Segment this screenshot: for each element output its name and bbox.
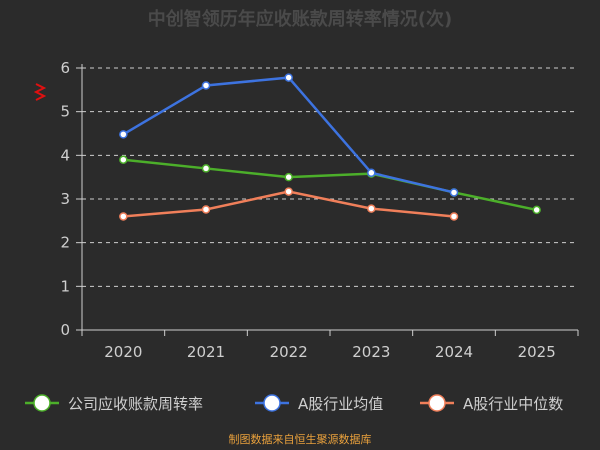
x-tick-label: 2021 [187, 343, 225, 361]
data-point [284, 172, 293, 182]
data-point [201, 81, 211, 90]
legend-label: A股行业均值 [298, 395, 383, 413]
data-point [119, 212, 128, 221]
data-point [449, 188, 459, 197]
y-tick-label: 4 [60, 146, 70, 164]
y-tick-label: 6 [60, 59, 70, 77]
y-tick-label: 3 [60, 190, 70, 208]
x-tick-label: 2025 [518, 343, 556, 361]
data-point [201, 205, 211, 214]
chart-title: 中创智领历年应收账款周转率情况(次) [148, 8, 452, 30]
data-point [367, 204, 376, 213]
data-point [201, 164, 211, 173]
x-tick-label: 2020 [104, 343, 142, 361]
data-point [119, 155, 128, 164]
data-point [367, 168, 376, 178]
data-point [284, 187, 293, 196]
legend-label: 公司应收账款周转率 [68, 395, 203, 413]
data-point [119, 130, 128, 139]
data-point [532, 205, 541, 215]
legend-swatch-marker [428, 394, 446, 412]
legend-swatch-marker [33, 394, 51, 412]
series-lines [119, 73, 541, 221]
axes: 0 1 2 3 4 5 6 2020 2021 2022 2023 2024 2025 [60, 59, 579, 361]
y-tick-label: 1 [60, 277, 70, 295]
y-tick-label: 0 [60, 321, 70, 339]
legend: 公司应收账款周转率 A股行业均值 A股行业中位数 [25, 394, 563, 413]
y-tick-label: 2 [60, 234, 70, 252]
x-tick-label: 2024 [435, 343, 473, 361]
logo-icon [33, 83, 47, 101]
y-tick-label: 5 [60, 103, 70, 121]
legend-swatch-marker [263, 394, 281, 412]
data-point [449, 212, 459, 221]
legend-label: A股行业中位数 [463, 395, 563, 413]
series-line-0 [123, 158, 537, 212]
data-point [284, 73, 293, 82]
grid-lines [82, 67, 578, 287]
x-tick-label: 2023 [352, 343, 390, 361]
source-note: 制图数据来自恒生聚源数据库 [229, 432, 372, 446]
x-tick-label: 2022 [270, 343, 308, 361]
